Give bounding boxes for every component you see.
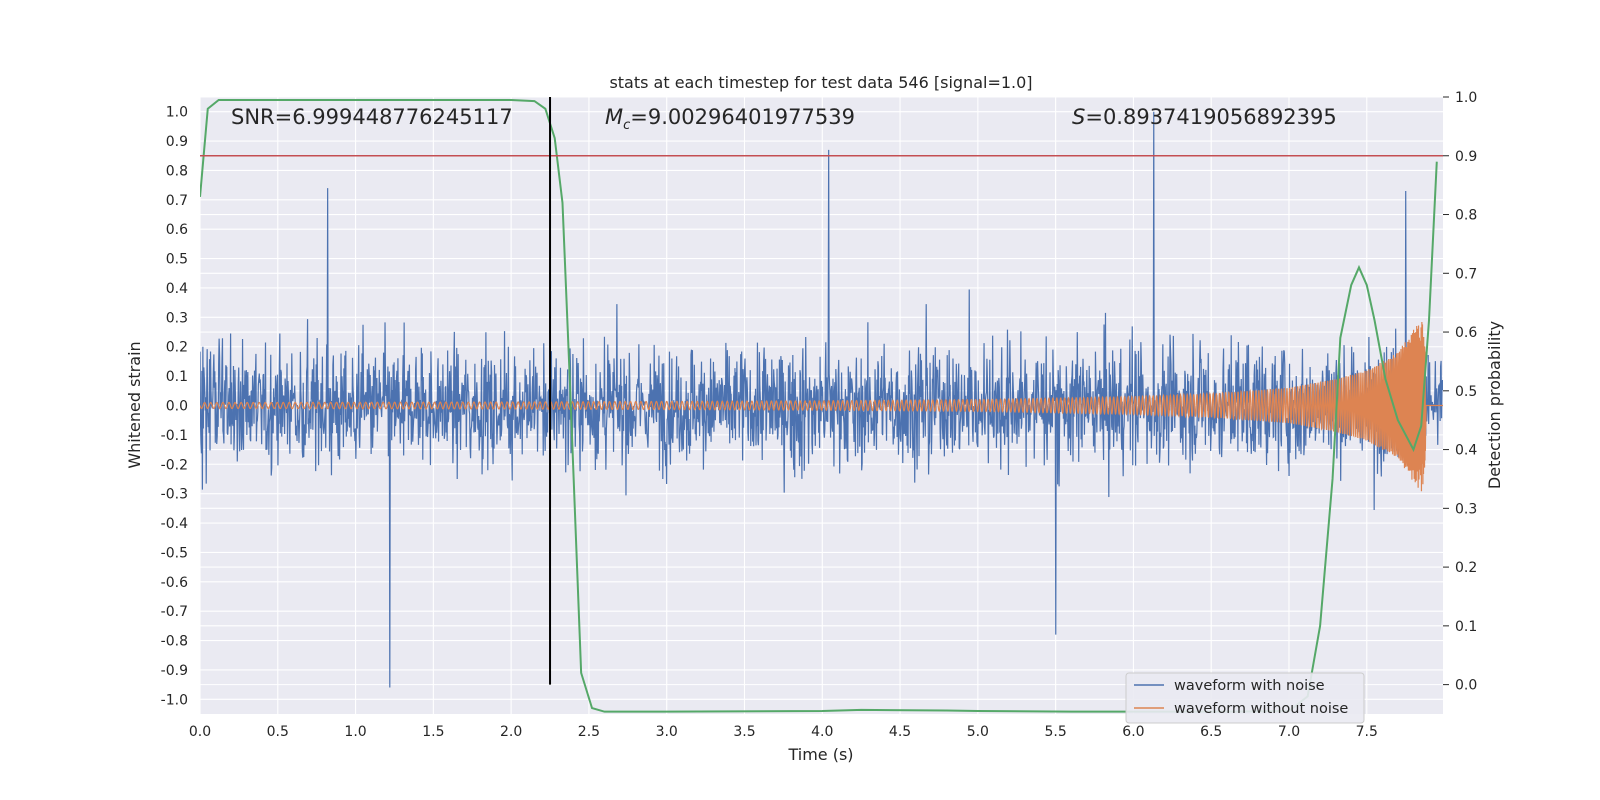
y2-tick-label: 0.6 [1455, 325, 1477, 341]
legend-box [1125, 672, 1365, 724]
y-tick-label: -0.3 [161, 487, 188, 503]
legend: waveform with noise waveform without noi… [1125, 672, 1365, 724]
y-tick-label: 0.9 [166, 134, 188, 150]
x-tick-label: 2.0 [500, 724, 522, 740]
series-detection-probability [200, 98, 1438, 713]
y-axis-ticks: 1.0 0.9 0.8 0.7 0.6 0.5 0.4 0.3 0.2 0.1 0.0 -0.1 -0.… [161, 105, 188, 709]
y-tick-label: -0.8 [161, 634, 188, 650]
y-tick-label: 0.0 [166, 399, 188, 415]
series-waveform-without-noise [200, 321, 1443, 492]
x-tick-label: 6.0 [1122, 724, 1144, 740]
y-tick-label: -0.5 [161, 545, 188, 561]
detection-probability-line [200, 98, 1438, 713]
x-tick-label: 5.5 [1044, 724, 1066, 740]
y2-tick-label: 0.8 [1455, 208, 1477, 224]
y2-axis-label: Detection probability [1485, 321, 1504, 489]
y-tick-label: 0.6 [166, 222, 188, 238]
s-annotation: S=0.8937419056892395 [1072, 105, 1337, 129]
x-tick-label: 7.5 [1356, 724, 1378, 740]
y2-axis-ticks: 1.0 0.9 0.8 0.7 0.6 0.5 0.4 0.3 0.2 0.1 0.0 [1443, 90, 1477, 694]
y2-tick-label: 0.5 [1455, 384, 1477, 400]
x-tick-label: 7.0 [1278, 724, 1300, 740]
snr-annotation: SNR=6.999448776245117 [231, 105, 513, 129]
y-tick-label: -0.2 [161, 457, 188, 473]
x-tick-label: 6.5 [1200, 724, 1222, 740]
x-tick-label: 5.0 [967, 724, 989, 740]
y-tick-label: 1.0 [166, 105, 188, 121]
y-tick-label: 0.4 [166, 281, 188, 297]
x-tick-label: 2.5 [578, 724, 600, 740]
y-tick-label: 0.1 [166, 369, 188, 385]
chirp-mass-subscript: c [623, 118, 630, 133]
x-tick-label: 3.5 [733, 724, 755, 740]
chirp-mass-value: =9.00296401977539 [630, 105, 855, 129]
y2-tick-label: 0.1 [1455, 619, 1477, 635]
x-tick-label: 1.5 [422, 724, 444, 740]
chirp-mass-symbol: M [605, 105, 623, 129]
y-tick-label: 0.2 [166, 340, 188, 356]
y-tick-label: -0.4 [161, 516, 188, 532]
y2-tick-label: 0.0 [1455, 678, 1477, 694]
y-axis-label: Whitened strain [125, 341, 144, 468]
x-tick-label: 1.0 [344, 724, 366, 740]
y-tick-label: 0.8 [166, 163, 188, 179]
chart-title: stats at each timestep for test data 546… [609, 73, 1032, 92]
y2-tick-label: 1.0 [1455, 90, 1477, 106]
x-tick-label: 4.0 [811, 724, 833, 740]
y2-tick-label: 0.3 [1455, 501, 1477, 517]
x-tick-label: 0.5 [267, 724, 289, 740]
y-tick-label: -1.0 [161, 692, 188, 708]
y-tick-label: -0.7 [161, 604, 188, 620]
y-tick-label: -0.1 [161, 428, 188, 444]
y-tick-label: -0.9 [161, 663, 188, 679]
y-tick-label: 0.3 [166, 310, 188, 326]
x-tick-label: 0.0 [189, 724, 211, 740]
y-tick-label: 0.7 [166, 193, 188, 209]
waveform-without-noise-line [200, 321, 1443, 492]
series-waveform-with-noise [200, 111, 1443, 688]
y2-tick-label: 0.9 [1455, 149, 1477, 165]
x-axis-label: Time (s) [787, 745, 853, 764]
chirp-mass-annotation: Mc=9.00296401977539 [605, 105, 855, 133]
y2-tick-label: 0.4 [1455, 443, 1477, 459]
legend-label-waveform-without-noise: waveform without noise [1174, 701, 1348, 717]
y-tick-label: 0.5 [166, 252, 188, 268]
y-tick-label: -0.6 [161, 575, 188, 591]
y2-tick-label: 0.7 [1455, 266, 1477, 282]
waveform-with-noise-line [200, 111, 1443, 688]
s-symbol: S [1072, 105, 1085, 129]
legend-label-waveform-with-noise: waveform with noise [1174, 678, 1325, 694]
x-tick-label: 3.0 [656, 724, 678, 740]
x-tick-label: 4.5 [889, 724, 911, 740]
s-value: =0.8937419056892395 [1085, 105, 1336, 129]
y2-tick-label: 0.2 [1455, 560, 1477, 576]
x-axis-ticks: 0.0 0.5 1.0 1.5 2.0 2.5 3.0 3.5 4.0 4.5 5.0 5.5 6.0 6… [189, 724, 1378, 740]
